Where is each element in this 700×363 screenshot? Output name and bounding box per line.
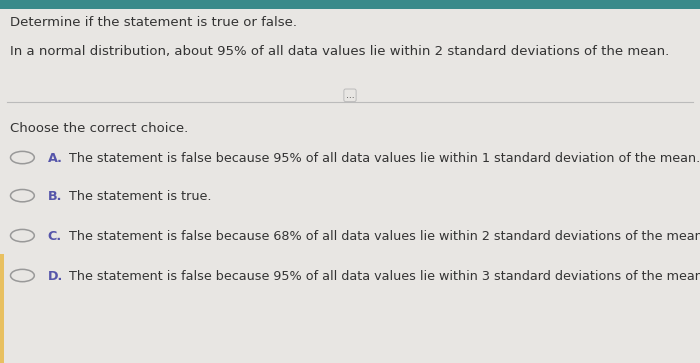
- Bar: [0, 254, 4, 363]
- Text: The statement is false because 68% of all data values lie within 2 standard devi: The statement is false because 68% of al…: [69, 230, 700, 243]
- Text: ...: ...: [346, 91, 354, 100]
- Bar: [0, 0, 700, 9]
- Text: Determine if the statement is true or false.: Determine if the statement is true or fa…: [10, 16, 298, 29]
- Text: B.: B.: [48, 190, 62, 203]
- Text: A.: A.: [48, 152, 62, 165]
- Text: The statement is false because 95% of all data values lie within 3 standard devi: The statement is false because 95% of al…: [69, 270, 700, 283]
- Text: Choose the correct choice.: Choose the correct choice.: [10, 122, 189, 135]
- Text: D.: D.: [48, 270, 63, 283]
- Text: In a normal distribution, about 95% of all data values lie within 2 standard dev: In a normal distribution, about 95% of a…: [10, 45, 670, 58]
- Text: The statement is true.: The statement is true.: [69, 190, 211, 203]
- Text: The statement is false because 95% of all data values lie within 1 standard devi: The statement is false because 95% of al…: [69, 152, 700, 165]
- Text: C.: C.: [48, 230, 62, 243]
